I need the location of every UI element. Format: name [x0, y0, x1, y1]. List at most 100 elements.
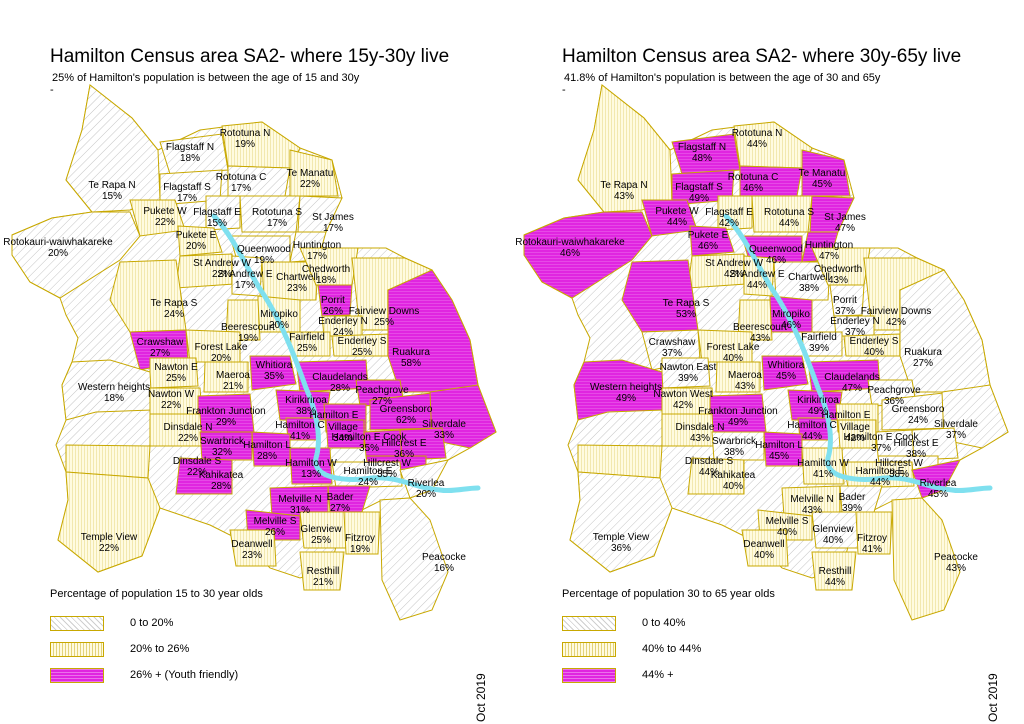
area-label: Rototuna N 19% [220, 128, 271, 150]
area-label: Deanwell 23% [231, 539, 272, 561]
date-stamp: Oct 2019 [986, 673, 1000, 722]
area-label: Hamilton W 41% [797, 458, 849, 480]
area-label: Hillcrest W 38% [875, 458, 923, 480]
area-label: Frankton Junction 49% [698, 406, 778, 428]
sa2-area [737, 299, 773, 341]
area-label: Peachgrove 36% [867, 385, 921, 407]
map-title: Hamilton Census area SA2- where 30y-65y … [562, 46, 962, 67]
area-label: Kahikatea 40% [711, 470, 756, 492]
sa2-area [773, 261, 831, 301]
area-label: Hamilton E 24% [344, 466, 393, 488]
map-subtitle: 25% of Hamilton's population is between … [52, 72, 360, 84]
sa2-area [261, 261, 319, 301]
area-label: Chedworth 18% [302, 264, 350, 286]
area-label: Claudelands 47% [824, 372, 880, 394]
area-label: Rototuna S 17% [252, 207, 302, 229]
area-label: Temple View 22% [81, 532, 138, 554]
area-label: St Andrew E 44% [729, 269, 784, 291]
area-label: Greensboro 62% [380, 404, 433, 426]
area-label: Queenwood 19% [237, 244, 291, 266]
area-label: Bader 39% [839, 492, 866, 514]
sa2-area [387, 269, 479, 393]
area-label: Glenview 40% [812, 524, 854, 546]
area-label: Nawton W 22% [148, 389, 195, 411]
sa2-area [317, 284, 353, 317]
area-label: Rotokauri-waiwhakareke 46% [515, 237, 625, 259]
sa2-area [761, 355, 809, 391]
area-label: Queenwood 46% [749, 244, 803, 266]
sa2-area [57, 471, 161, 573]
sa2-area [229, 529, 277, 567]
sa2-area [577, 84, 673, 213]
sa2-area [569, 471, 673, 573]
legend-label: 0 to 40% [642, 617, 686, 629]
area-label: Rototuna N 44% [732, 128, 783, 150]
sa2-area [175, 457, 233, 495]
legend-swatch-mid [50, 641, 104, 657]
legend-item-low: 0 to 20% [50, 610, 370, 636]
area-label: Hamilton E Cook 35% [331, 432, 407, 454]
legend-swatch-low [50, 615, 104, 631]
area-label: Miropiko 20% [260, 309, 298, 331]
area-label: Crawshaw 27% [137, 337, 184, 359]
area-label: Rototuna C 17% [216, 172, 267, 194]
sa2-area [399, 427, 447, 461]
river-line [723, 213, 993, 494]
sa2-area [711, 431, 765, 461]
sa2-area [379, 497, 449, 621]
area-label: Te Rapa N 15% [88, 180, 135, 202]
legend-item-mid: 40% to 44% [562, 636, 882, 662]
legend-label: 26% + (Youth friendly) [130, 669, 239, 681]
date-stamp: Oct 2019 [474, 673, 488, 722]
area-label: Rototuna S 44% [764, 207, 814, 229]
sa2-area [289, 149, 339, 197]
legend-item-high: 44% + [562, 662, 882, 688]
area-label: Dinsdale N 43% [676, 422, 725, 444]
sa2-area [199, 431, 253, 461]
area-label: Resthill 44% [819, 566, 852, 588]
map-panel-adults: Rototuna N 44% Flagstaff N 48% Te Rapa N 43% R… [512, 0, 1024, 724]
sa2-area [717, 195, 753, 231]
map-legend: Percentage of population 15 to 30 year o… [50, 588, 370, 688]
area-label: Flagstaff E 42% [705, 207, 753, 229]
area-label: Hillcrest W 35% [363, 458, 411, 480]
area-label: Hillcrest E 36% [381, 438, 426, 460]
sa2-area [811, 551, 857, 591]
area-label: St Andrew W 42% [705, 258, 763, 280]
area-label: Dinsdale N 22% [164, 422, 213, 444]
area-label: Ruakura 27% [904, 347, 942, 369]
map-panel-youth: Rototuna N 19% Flagstaff N 18% Te Rapa N 15% R… [3, 46, 497, 722]
area-label: Hamilton C 41% [275, 420, 324, 442]
area-label: Forest Lake 40% [707, 342, 760, 364]
area-label: Bader 27% [327, 492, 354, 514]
area-label: Flagstaff N 18% [166, 142, 214, 164]
area-label: St James 47% [824, 212, 866, 234]
area-label: Fairview Downs 25% [349, 306, 420, 328]
area-label: Riverlea 45% [920, 478, 957, 500]
area-label: Hamilton E 44% [856, 466, 905, 488]
map-legend: Percentage of population 30 to 65 year o… [562, 588, 882, 688]
area-label: Chartwell 23% [276, 272, 318, 294]
area-label: Te Rapa S 24% [151, 298, 198, 320]
area-label: Village 42% [840, 422, 870, 444]
area-label: Nawton E 25% [154, 362, 198, 384]
area-label: Miropiko 46% [772, 309, 810, 331]
sa2-area [891, 497, 961, 621]
area-label: Hamilton E Cook 37% [843, 432, 919, 454]
sa2-area [251, 431, 291, 467]
area-label: Resthill 21% [307, 566, 340, 588]
legend-item-high: 26% + (Youth friendly) [50, 662, 370, 688]
area-label: Te Rapa S 53% [663, 298, 710, 320]
area-label: St Andrew W 22% [193, 258, 251, 280]
legend-item-mid: 20% to 26% [50, 636, 370, 662]
choropleth-map: Rototuna N 44% Flagstaff N 48% Te Rapa N 43% R… [515, 84, 1009, 621]
sa2-area [177, 225, 223, 257]
area-label: Flagstaff N 48% [678, 142, 726, 164]
sa2-area [299, 551, 345, 591]
area-label: Porrit 26% [321, 295, 345, 317]
area-label: Silverdale 37% [934, 419, 978, 441]
sa2-area [689, 225, 735, 257]
area-label: Maeroa 43% [728, 370, 762, 392]
sa2-area [205, 195, 241, 231]
sa2-area [763, 431, 803, 467]
